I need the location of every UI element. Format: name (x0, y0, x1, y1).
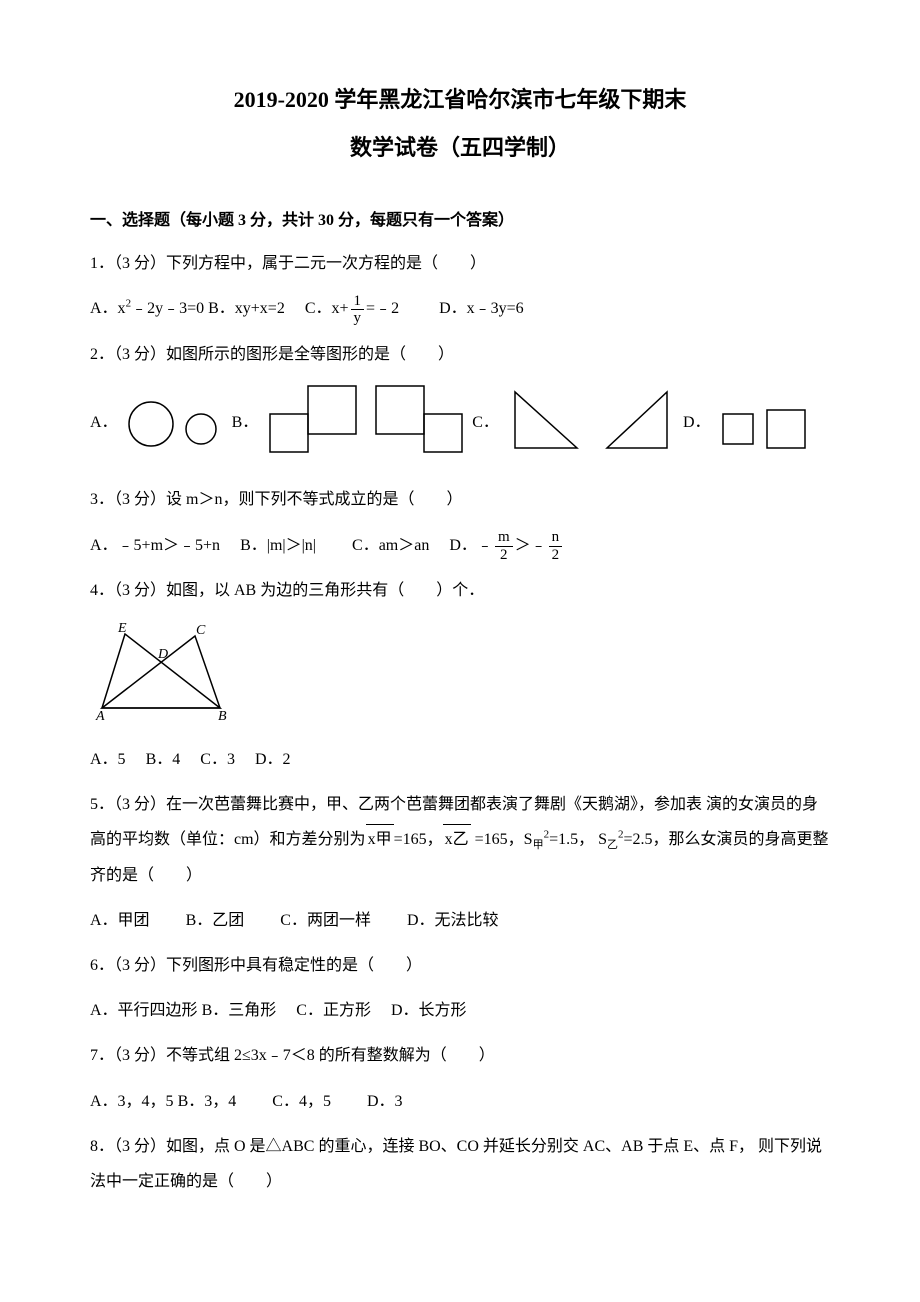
frac-num: 1 (351, 293, 365, 311)
q1-optB: B．xy+x=2 (208, 300, 285, 317)
q6-optB: B．三角形 (202, 1002, 277, 1019)
q1-options: A．x2﹣2y﹣3=0 B．xy+x=2 C．x+1y=﹣2 D．x﹣3y=6 (90, 291, 830, 326)
q7-stem: 7．（3 分）不等式组 2≤3x﹣7＜8 的所有整数解为（ ） (90, 1047, 495, 1064)
page-title-line1: 2019-2020 学年黑龙江省哈尔滨市七年级下期末 (90, 80, 830, 120)
q1-optC: C．x+1y=﹣2 (305, 300, 403, 317)
q4-options: A．5 B．4 C．3 D．2 (90, 742, 830, 777)
q4-label-C: C (196, 623, 206, 638)
q6-stem: 6．（3 分）下列图形中具有稳定性的是（ ） (90, 957, 422, 974)
q4-figure: E C D A B (90, 618, 830, 734)
q2-figD-squares (719, 404, 809, 465)
section-1-header: 一、选择题（每小题 3 分，共计 30 分，每题只有一个答案） (90, 207, 830, 236)
q4-label-B: B (218, 709, 227, 723)
q2-stem: 2．（3 分）如图所示的图形是全等图形的是（ ） (90, 346, 454, 363)
q7-optD: D．3 (367, 1093, 403, 1110)
q2-optB-label: B． (232, 409, 259, 438)
q3-options: A．﹣5+m＞﹣5+n B．|m|＞|n| C．am＞an D．﹣m2＞﹣n2 (90, 528, 830, 563)
q4-label-D: D (157, 647, 168, 662)
q3-optD-pre: D．﹣ (449, 537, 493, 554)
q3-optA: A．﹣5+m＞﹣5+n (90, 537, 220, 554)
q5-sub-yi: 乙 (607, 840, 618, 852)
q2-figA-circles (126, 394, 226, 465)
q1-optC-pre: C．x+ (305, 300, 349, 317)
q4-stem: 4．（3 分）如图，以 AB 为边的三角形共有（ ）个． (90, 582, 484, 599)
q3-optC: C．am＞an (352, 537, 429, 554)
q7-optA: A．3，4，5 (90, 1093, 174, 1110)
q4-optB: B．4 (146, 751, 181, 768)
q1-optA: A．x2﹣2y﹣3=0 (90, 300, 208, 317)
q1-optC-post: =﹣2 (366, 300, 399, 317)
q1-optA-pre: A．x (90, 300, 126, 317)
q4-label-E: E (117, 621, 127, 636)
q6-optA: A．平行四边形 (90, 1002, 198, 1019)
q3-stem: 3．（3 分）设 m＞n，则下列不等式成立的是（ ） (90, 491, 462, 508)
q4-label-A: A (95, 709, 105, 723)
q5-xyi: x乙 (443, 822, 471, 857)
frac-num: m (495, 529, 513, 547)
question-3: 3．（3 分）设 m＞n，则下列不等式成立的是（ ） (90, 482, 830, 517)
q6-options: A．平行四边形 B．三角形 C．正方形 D．长方形 (90, 993, 830, 1028)
question-1: 1．（3 分）下列方程中，属于二元一次方程的是（ ） (90, 246, 830, 281)
q5-options: A．甲团 B．乙团 C．两团一样 D．无法比较 (90, 903, 830, 938)
q5-optB: B．乙团 (186, 912, 245, 929)
q5-eq1: =165， (394, 831, 443, 848)
q2-figC-triangles (507, 384, 677, 465)
frac-num: n (549, 529, 563, 547)
q2-optD-label: D． (683, 409, 711, 438)
q1-optA-post: ﹣2y﹣3=0 (131, 300, 204, 317)
question-7: 7．（3 分）不等式组 2≤3x﹣7＜8 的所有整数解为（ ） (90, 1038, 830, 1073)
q7-options: A．3，4，5 B．3，4 C．4，5 D．3 (90, 1084, 830, 1119)
q5-sub-jia: 甲 (533, 840, 544, 852)
q2-optC-label: C． (472, 409, 499, 438)
q2-figures: A． B． C． D． (90, 382, 830, 465)
q1-stem: 1．（3 分）下列方程中，属于二元一次方程的是（ ） (90, 255, 486, 272)
q2-figB-squares (266, 382, 466, 465)
q3-optB: B．|m|＞|n| (240, 537, 316, 554)
q5-xjia: x甲 (366, 822, 394, 857)
q3-optD-frac1: m2 (495, 529, 513, 563)
question-2: 2．（3 分）如图所示的图形是全等图形的是（ ） (90, 337, 830, 372)
q8-line1: 8．（3 分）如图，点 O 是△ABC 的重心，连接 BO、CO 并延长分别交 … (90, 1138, 754, 1155)
q2-optA-label: A． (90, 409, 118, 438)
q5-line1: 5．（3 分）在一次芭蕾舞比赛中，甲、乙两个芭蕾舞团都表演了舞剧《天鹅湖》，参加… (90, 796, 702, 813)
q3-optD: D．﹣m2＞﹣n2 (449, 537, 564, 554)
question-8: 8．（3 分）如图，点 O 是△ABC 的重心，连接 BO、CO 并延长分别交 … (90, 1129, 830, 1199)
q4-optC: C．3 (200, 751, 235, 768)
q4-optA: A．5 (90, 751, 126, 768)
q5-optC: C．两团一样 (280, 912, 371, 929)
q3-optD-frac2: n2 (549, 529, 563, 563)
q1-optC-frac: 1y (351, 293, 365, 327)
q7-optC: C．4，5 (272, 1093, 331, 1110)
q6-optC: C．正方形 (296, 1002, 371, 1019)
q5-optA: A．甲团 (90, 912, 150, 929)
page-title-line2: 数学试卷（五四学制） (90, 128, 830, 168)
frac-den: 2 (549, 547, 563, 564)
q5-eq2: =165，S (471, 831, 533, 848)
q6-optD: D．长方形 (391, 1002, 467, 1019)
q1-optD: D．x﹣3y=6 (439, 300, 524, 317)
q7-optB: B．3，4 (178, 1093, 237, 1110)
q5-eq3: =1.5， (549, 831, 594, 848)
q5-line3-pre: S (598, 831, 607, 848)
q3-optD-mid: ＞﹣ (515, 537, 547, 554)
question-5: 5．（3 分）在一次芭蕾舞比赛中，甲、乙两个芭蕾舞团都表演了舞剧《天鹅湖》，参加… (90, 787, 830, 893)
q4-optD: D．2 (255, 751, 291, 768)
question-6: 6．（3 分）下列图形中具有稳定性的是（ ） (90, 948, 830, 983)
q5-optD: D．无法比较 (407, 912, 499, 929)
frac-den: y (351, 310, 365, 327)
question-4: 4．（3 分）如图，以 AB 为边的三角形共有（ ）个． (90, 573, 830, 608)
frac-den: 2 (495, 547, 513, 564)
